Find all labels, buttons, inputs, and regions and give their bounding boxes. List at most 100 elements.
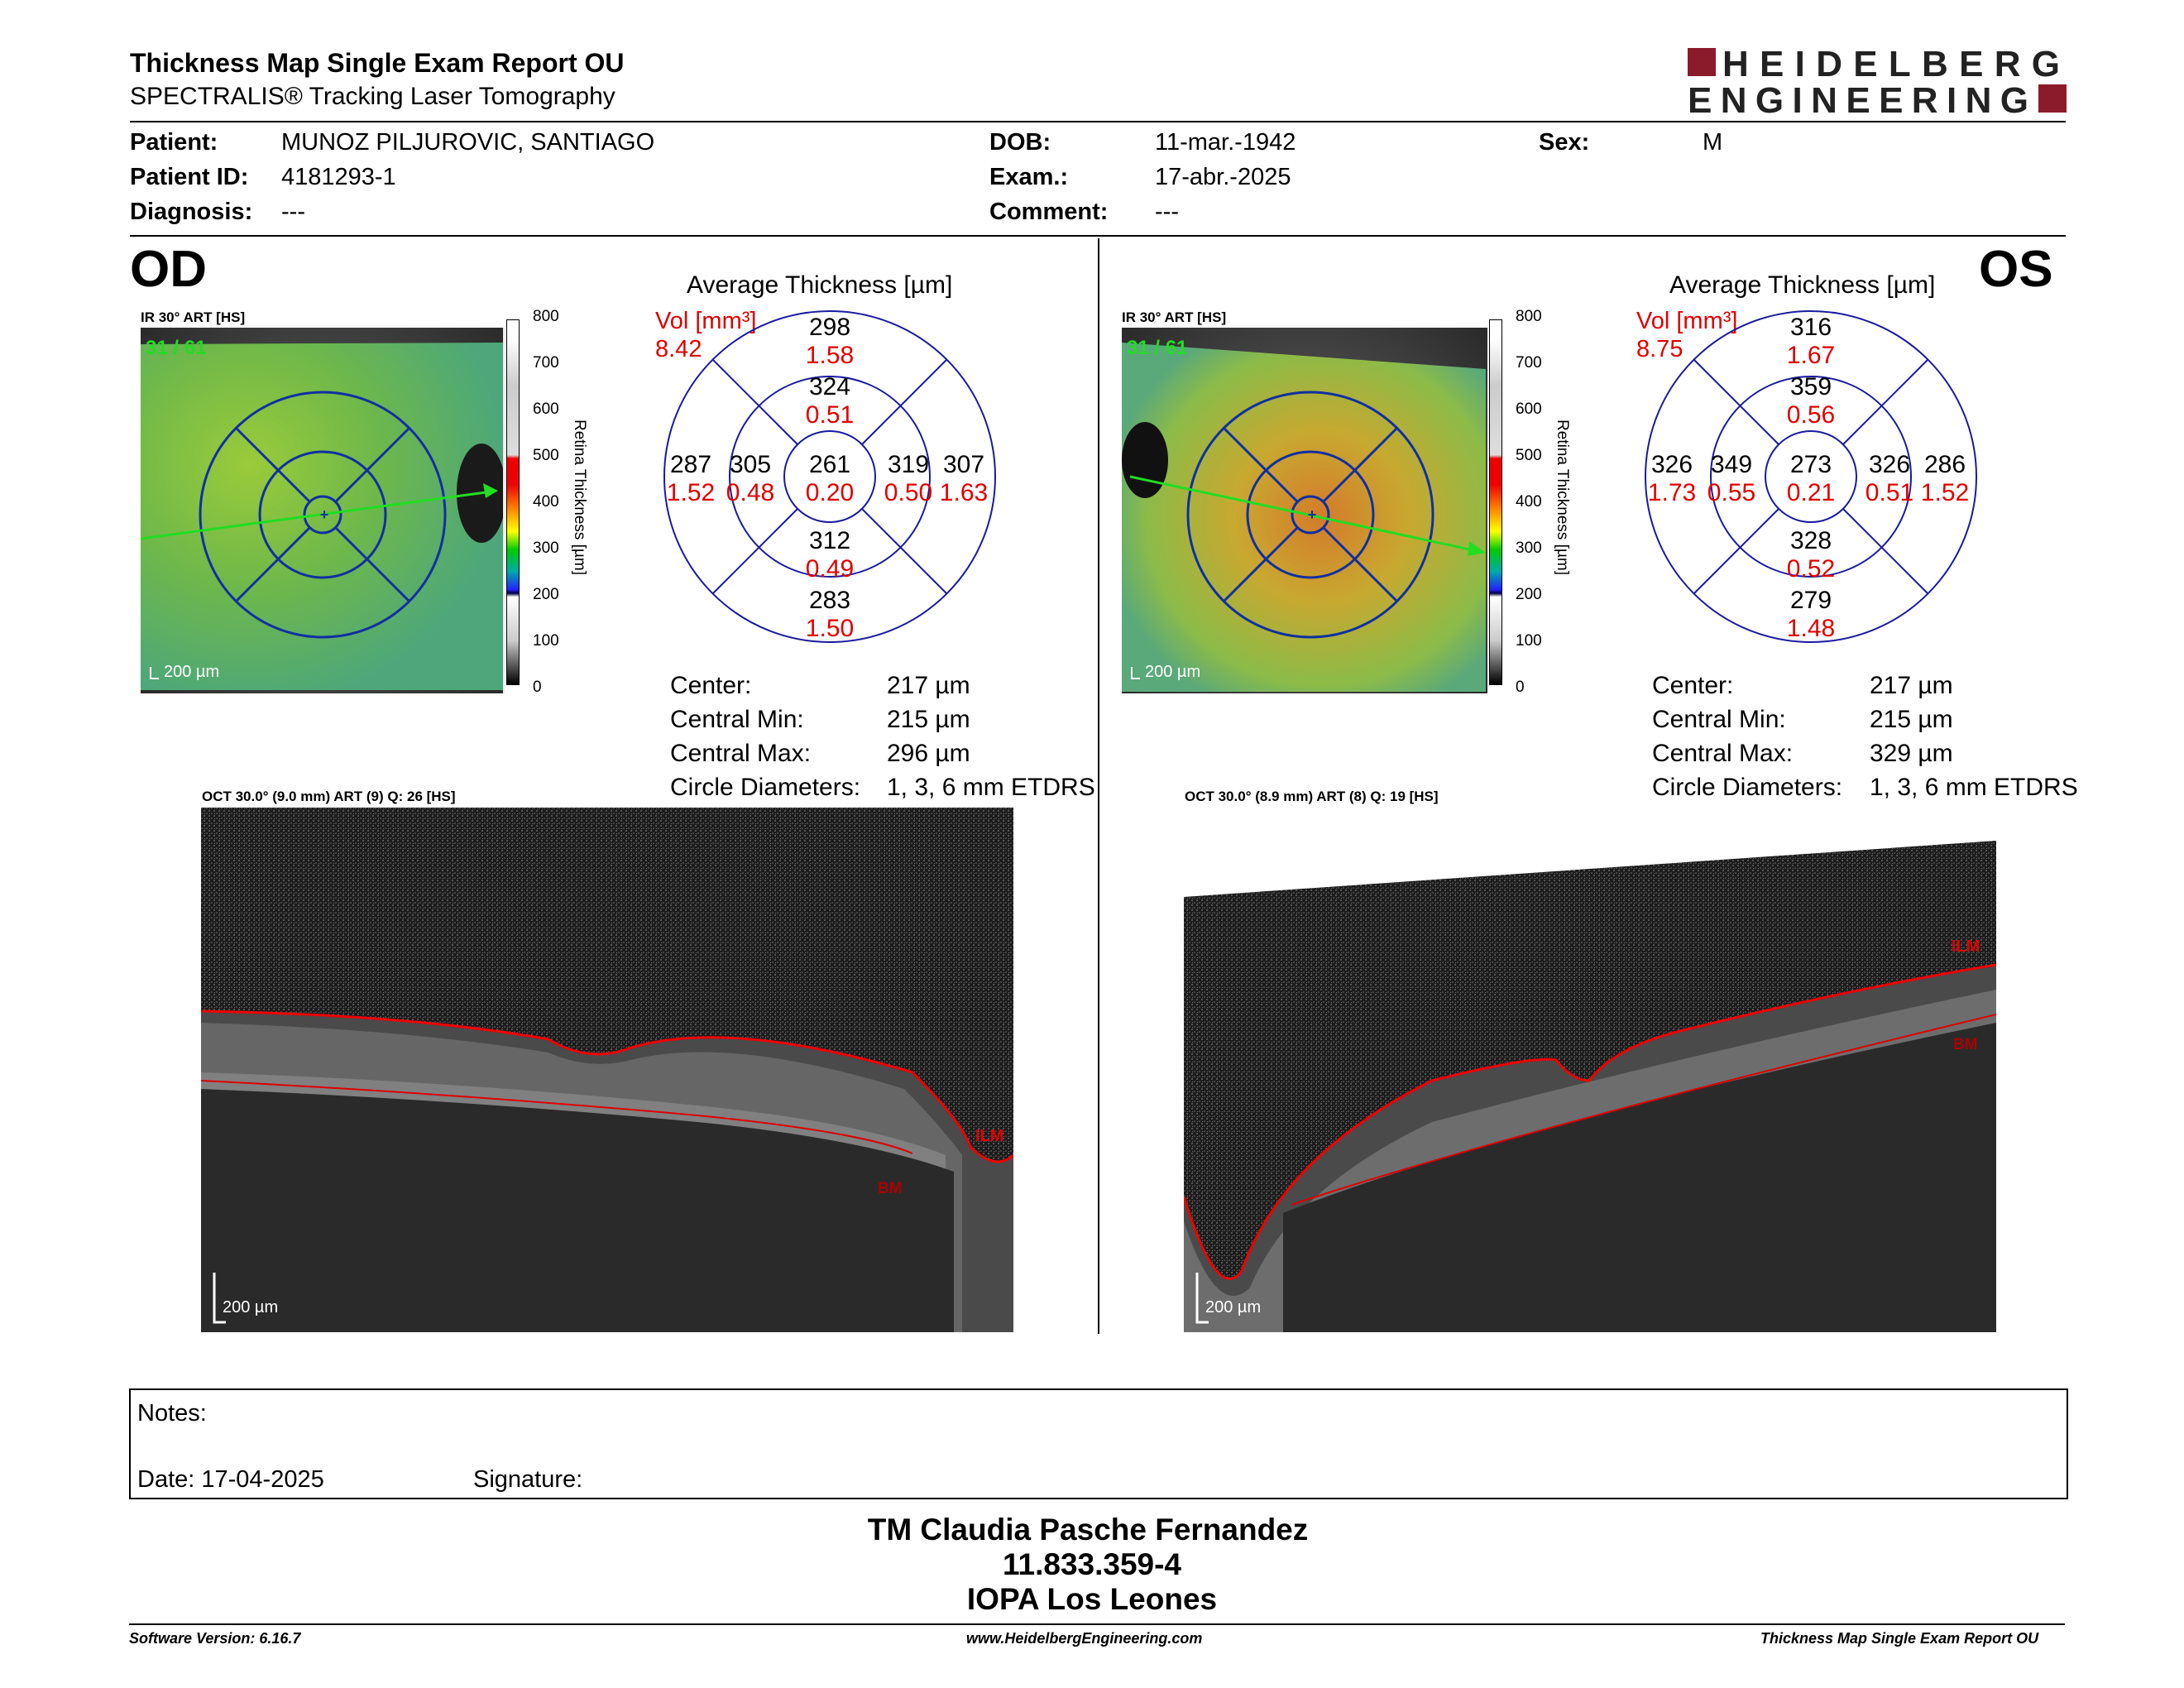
report-title: Thickness Map Single Exam Report OU [130,48,625,78]
comment-label: Comment: [989,199,1109,225]
logo-graphic: HEIDELBERG ENGINEERING [1688,44,2067,121]
os-frame-counter: 31 / 61 [1127,337,1187,359]
os-max-label: Central Max: [1652,740,1794,767]
os-etdrs-grid: 316 1.67 359 0.56 273 0.21 349 0.55 326 … [1643,309,1979,645]
od-tick: 600 [533,400,559,418]
od-ir-label: IR 30° ART [HS] [141,309,246,325]
os-diam-label: Circle Diameters: [1652,774,1843,801]
od-colorbar-title: Retina Thickness [µm] [571,420,588,575]
os-center-value: 217 µm [1870,672,1953,699]
od-inner-right-volume: 0.50 [884,479,933,506]
patient-name: MUNOZ PILJUROVIC, SANTIAGO [281,129,655,156]
os-eye-label: OS [1979,241,2053,298]
od-tick: 200 [533,586,559,603]
od-tick: 800 [533,308,559,325]
os-outer-bottom-thickness: 279 [1789,587,1832,614]
od-inner-right-thickness: 319 [887,451,930,478]
od-eye-label: OD [130,241,207,298]
sex-label: Sex: [1539,129,1590,156]
os-diam-value: 1, 3, 6 mm ETDRS [1870,774,2078,801]
od-colorbar [506,319,520,685]
od-tick: 700 [533,354,559,372]
comment-value: --- [1155,199,1179,225]
os-tick: 0 [1516,679,1525,696]
od-tick: 100 [533,632,559,650]
od-oct-scale: 200 µm [223,1298,278,1316]
signer-place: IOPA Los Leones [966,1582,1218,1616]
exam-value: 17-abr.-2025 [1155,164,1291,190]
patient-label: Patient: [130,129,218,156]
os-ir-label: IR 30° ART [HS] [1122,309,1227,325]
od-center-label: Center: [670,672,752,699]
diagnosis-value: --- [281,199,305,225]
os-vol-total: 8.75 [1636,336,1684,362]
os-tick: 200 [1516,586,1542,603]
od-colorbar-ticks: 800 700 600 500 400 300 200 100 0 [533,308,566,697]
od-vol-total: 8.42 [655,336,702,362]
os-tick: 800 [1516,308,1542,325]
os-avg-title: Average Thickness [µm] [1669,271,1936,299]
website-link[interactable]: www.HeidelbergEngineering.com [966,1630,1203,1647]
od-bm-label: BM [878,1180,903,1197]
os-tick: 700 [1516,354,1542,372]
od-vol-label: Vol [mm³] [655,308,757,334]
logo-line2: ENGINEERING [1688,80,2032,116]
os-inner-top-volume: 0.56 [1786,401,1836,429]
od-max-value: 296 µm [887,740,970,767]
svg-text:+: + [320,506,329,523]
od-tick: 400 [533,493,559,511]
os-outer-left-thickness: 326 [1650,451,1693,478]
od-ir-scale: 200 µm [164,663,219,681]
od-outer-left-thickness: 287 [669,451,712,478]
header-rule [130,121,2066,122]
os-colorbar-title: Retina Thickness [µm] [1554,420,1571,575]
os-colorbar-ticks: 800 700 600 500 400 300 200 100 0 [1516,308,1549,697]
od-outer-bottom-volume: 1.50 [805,615,855,642]
od-center-volume: 0.20 [805,479,855,506]
od-center-value: 217 µm [887,672,970,699]
od-outer-top-thickness: 298 [808,314,851,341]
od-outer-right-volume: 1.63 [939,479,989,506]
signer-rut: 11.833.359-4 [1002,1547,1182,1581]
os-center-label: Center: [1652,672,1734,699]
od-outer-right-thickness: 307 [942,451,985,478]
os-ilm-label: ILM [1952,938,1980,956]
os-min-label: Central Min: [1652,706,1786,733]
od-inner-bottom-volume: 0.49 [805,555,855,583]
logo-line1: HEIDELBERG [1722,46,2063,84]
os-outer-right-volume: 1.52 [1920,479,1970,506]
od-etdrs-grid: 298 1.58 324 0.51 261 0.20 305 0.48 287 … [662,309,998,645]
od-tick: 300 [533,539,559,557]
od-max-label: Central Max: [670,740,812,767]
os-ir-scale: 200 µm [1145,663,1200,681]
od-tick: 0 [533,679,542,696]
date-label: Date: 17-04-2025 [137,1466,324,1493]
od-inner-top-thickness: 324 [808,373,851,400]
os-bm-label: BM [1953,1036,1978,1053]
os-tick: 600 [1516,400,1542,418]
od-center-thickness: 261 [808,451,851,478]
od-diam-value: 1, 3, 6 mm ETDRS [887,774,1095,801]
od-ilm-label: ILM [975,1127,1003,1145]
os-center-volume: 0.21 [1786,479,1836,506]
os-center-thickness: 273 [1789,451,1832,478]
sex-value: M [1703,129,1723,156]
exam-label: Exam.: [989,164,1069,190]
signer-name: TM Claudia Pasche Fernandez [867,1513,1309,1547]
od-frame-counter: 31 / 61 [146,337,206,359]
os-inner-left-volume: 0.55 [1707,479,1756,506]
od-diam-label: Circle Diameters: [670,774,861,801]
heidelberg-logo: HEIDELBERG ENGINEERING [1688,44,2068,121]
od-inner-left-thickness: 305 [729,451,772,478]
os-outer-top-volume: 1.67 [1786,342,1836,369]
software-version: Software Version: 6.16.7 [129,1630,301,1647]
os-outer-bottom-volume: 1.48 [1786,615,1836,642]
od-outer-top-volume: 1.58 [805,342,855,369]
os-max-value: 329 µm [1870,740,1953,767]
os-inner-top-thickness: 359 [1789,373,1832,400]
os-tick: 500 [1516,447,1542,464]
os-fundus-thickness-map: + 31 / 61 200 µm [1122,328,1487,693]
svg-text:+: + [1308,506,1317,523]
notes-box[interactable]: Notes: Date: 17-04-2025 Signature: [129,1388,2068,1499]
os-min-value: 215 µm [1870,706,1953,733]
